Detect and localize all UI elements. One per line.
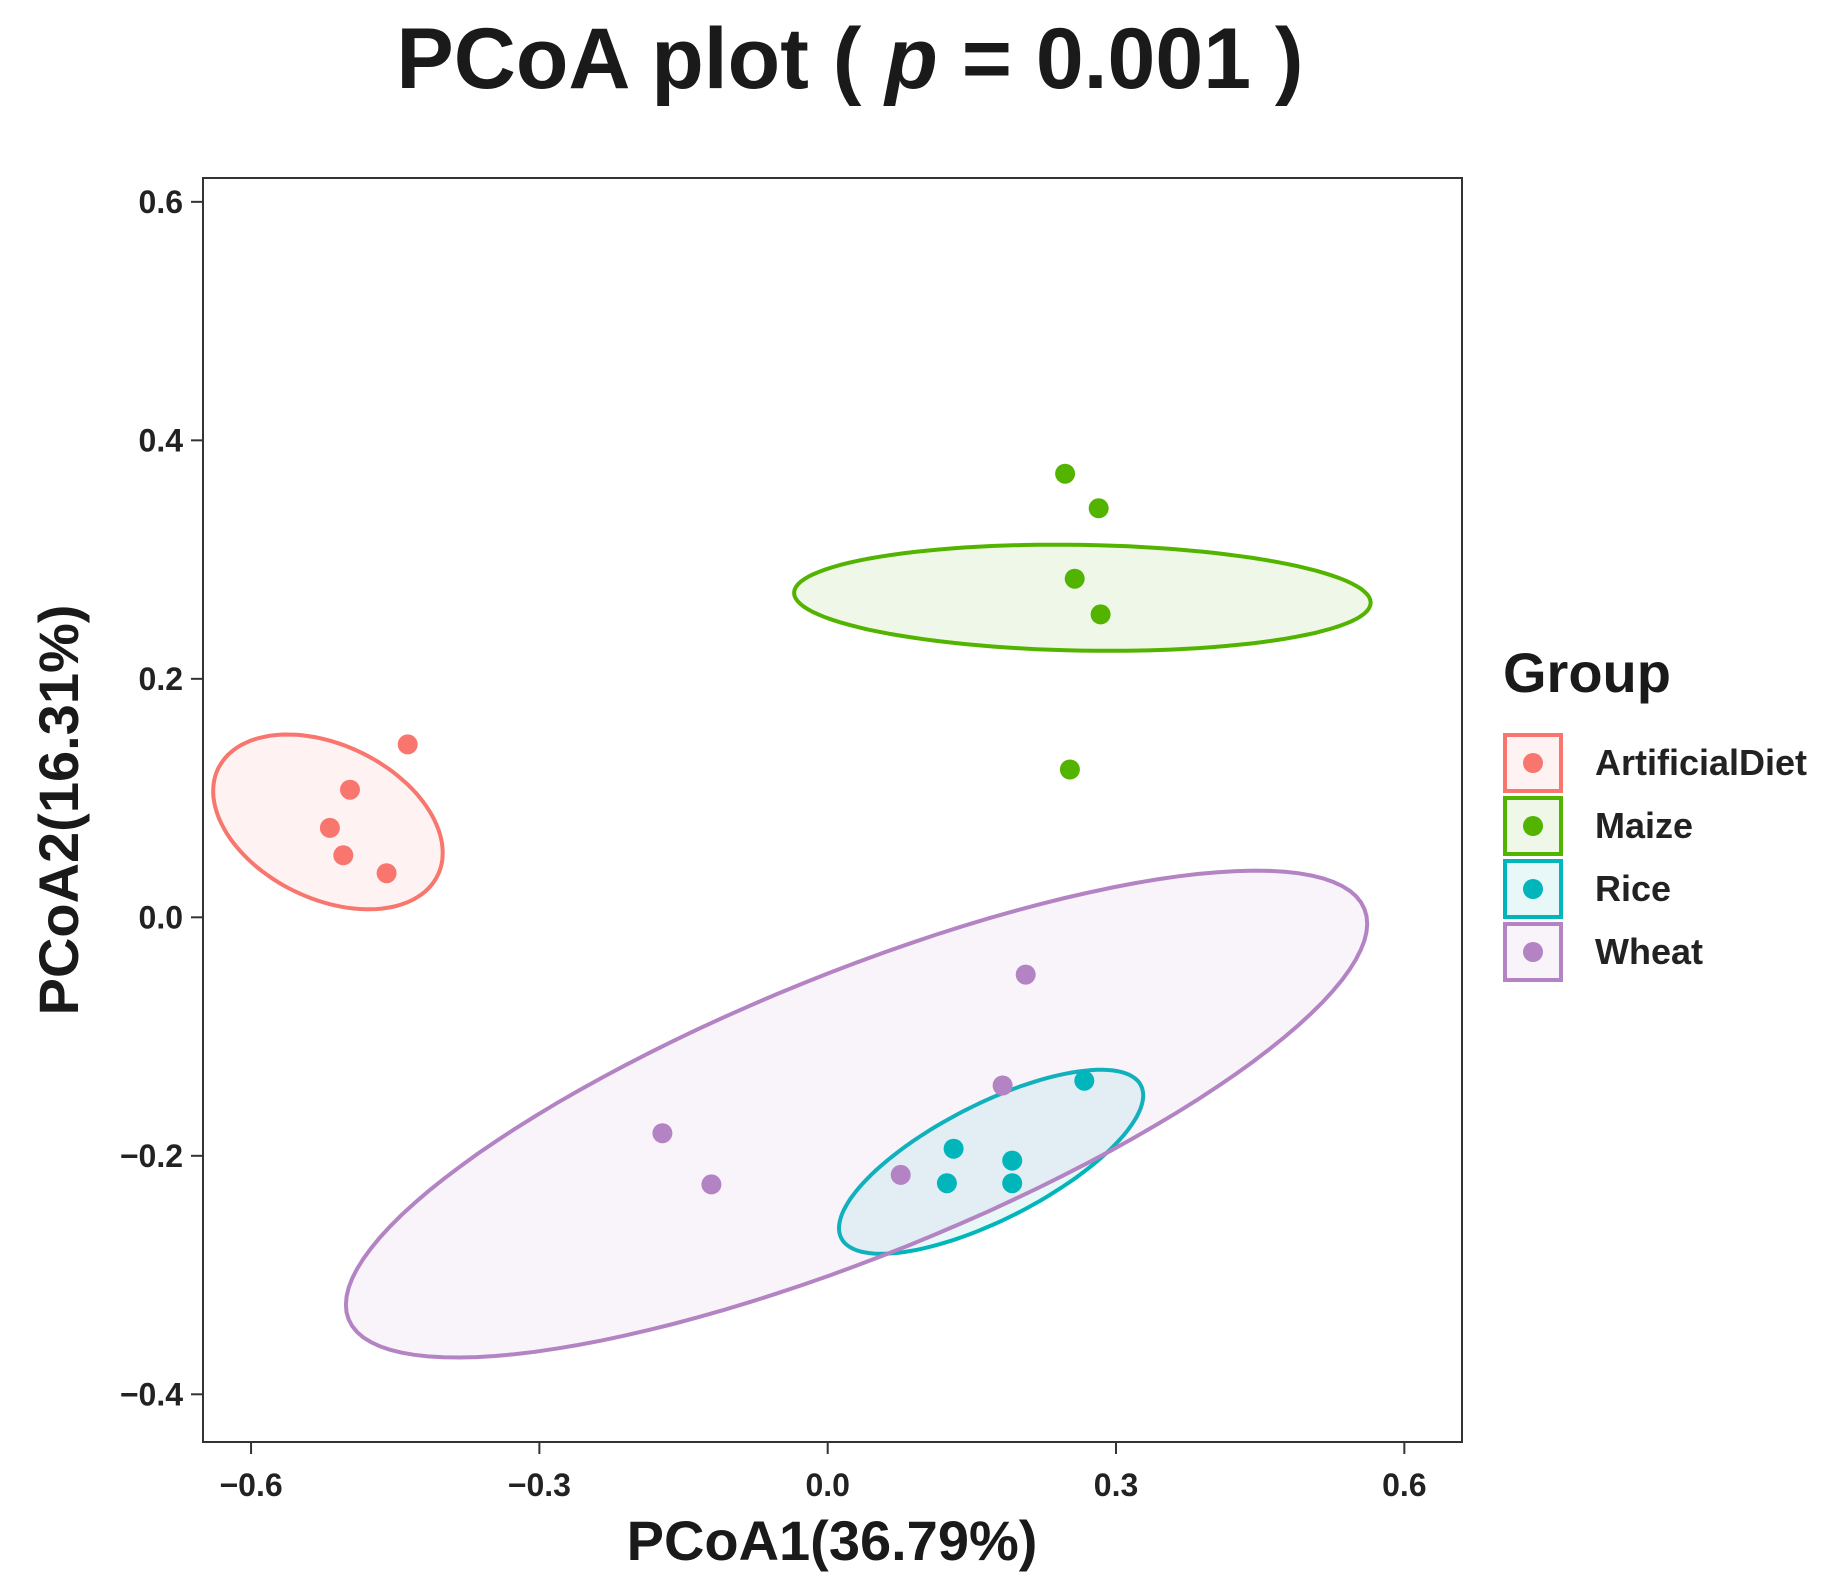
point-wheat-4 xyxy=(890,1164,911,1185)
chart-title: PCoA plot ( p = 0.001 ) xyxy=(396,11,1303,107)
legend-label-rice: Rice xyxy=(1595,868,1671,909)
point-rice-1 xyxy=(1074,1070,1095,1091)
ellipse-wheat xyxy=(343,868,1370,1360)
chart-title-p-symbol: p xyxy=(883,11,938,107)
y-tick-label: −0.4 xyxy=(120,1376,183,1412)
point-wheat-2 xyxy=(992,1075,1013,1096)
x-axis: −0.6 −0.3 0.0 0.3 0.6 xyxy=(219,1442,1427,1503)
legend-item-rice: Rice xyxy=(1503,859,1671,919)
y-axis-title: PCoA2(16.31%) xyxy=(27,605,90,1016)
point-maize-1 xyxy=(1055,463,1076,484)
point-wheat-5 xyxy=(701,1174,722,1195)
x-tick-label: −0.3 xyxy=(508,1467,571,1503)
point-artificialdiet-1 xyxy=(397,734,418,755)
legend-item-artificialdiet: ArtificialDiet xyxy=(1503,733,1807,793)
legend-label-wheat: Wheat xyxy=(1595,931,1703,972)
y-tick-label: 0.4 xyxy=(139,422,184,458)
chart-title-suffix: = 0.001 ) xyxy=(938,11,1304,107)
legend-item-wheat: Wheat xyxy=(1503,922,1703,982)
point-rice-4 xyxy=(936,1173,957,1194)
point-layer xyxy=(319,463,1111,1195)
point-maize-5 xyxy=(1059,759,1080,780)
plot-panel xyxy=(202,177,1463,1443)
point-artificialdiet-2 xyxy=(340,779,360,800)
legend-marker-wheat xyxy=(1523,942,1543,962)
x-tick-label: 0.6 xyxy=(1382,1467,1426,1503)
legend-marker-maize xyxy=(1523,816,1543,836)
point-rice-3 xyxy=(1002,1150,1023,1171)
point-maize-2 xyxy=(1088,498,1109,519)
x-axis-title: PCoA1(36.79%) xyxy=(627,1509,1038,1572)
legend-marker-rice xyxy=(1523,879,1543,899)
point-wheat-3 xyxy=(652,1123,673,1144)
y-tick-label: 0.6 xyxy=(139,184,183,220)
x-tick-label: 0.0 xyxy=(805,1467,849,1503)
ellipse-layer xyxy=(211,542,1373,1360)
point-artificialdiet-4 xyxy=(333,845,354,866)
point-wheat-1 xyxy=(1015,964,1036,985)
ellipse-rice xyxy=(836,1067,1146,1256)
point-rice-2 xyxy=(943,1138,964,1159)
y-axis: −0.4 −0.2 0.0 0.2 0.4 0.6 xyxy=(120,184,203,1412)
ellipse-maize xyxy=(792,542,1373,653)
y-tick-label: −0.2 xyxy=(120,1138,183,1174)
y-tick-label: 0.0 xyxy=(139,899,183,935)
legend-item-maize: Maize xyxy=(1503,796,1693,856)
point-maize-3 xyxy=(1064,568,1085,589)
legend: Group ArtificialDiet Maize Rice Wheat xyxy=(1503,641,1807,982)
y-tick-label: 0.2 xyxy=(139,661,183,697)
chart-title-prefix: PCoA plot ( xyxy=(396,11,885,107)
legend-marker-artificialdiet xyxy=(1523,753,1543,773)
x-tick-label: −0.6 xyxy=(219,1467,282,1503)
point-artificialdiet-5 xyxy=(376,863,397,884)
point-rice-5 xyxy=(1002,1173,1023,1194)
legend-label-maize: Maize xyxy=(1595,805,1693,846)
x-tick-label: 0.3 xyxy=(1094,1467,1138,1503)
legend-title: Group xyxy=(1503,641,1671,704)
legend-label-artificialdiet: ArtificialDiet xyxy=(1595,742,1807,783)
point-maize-4 xyxy=(1090,604,1111,625)
point-artificialdiet-3 xyxy=(319,817,340,838)
